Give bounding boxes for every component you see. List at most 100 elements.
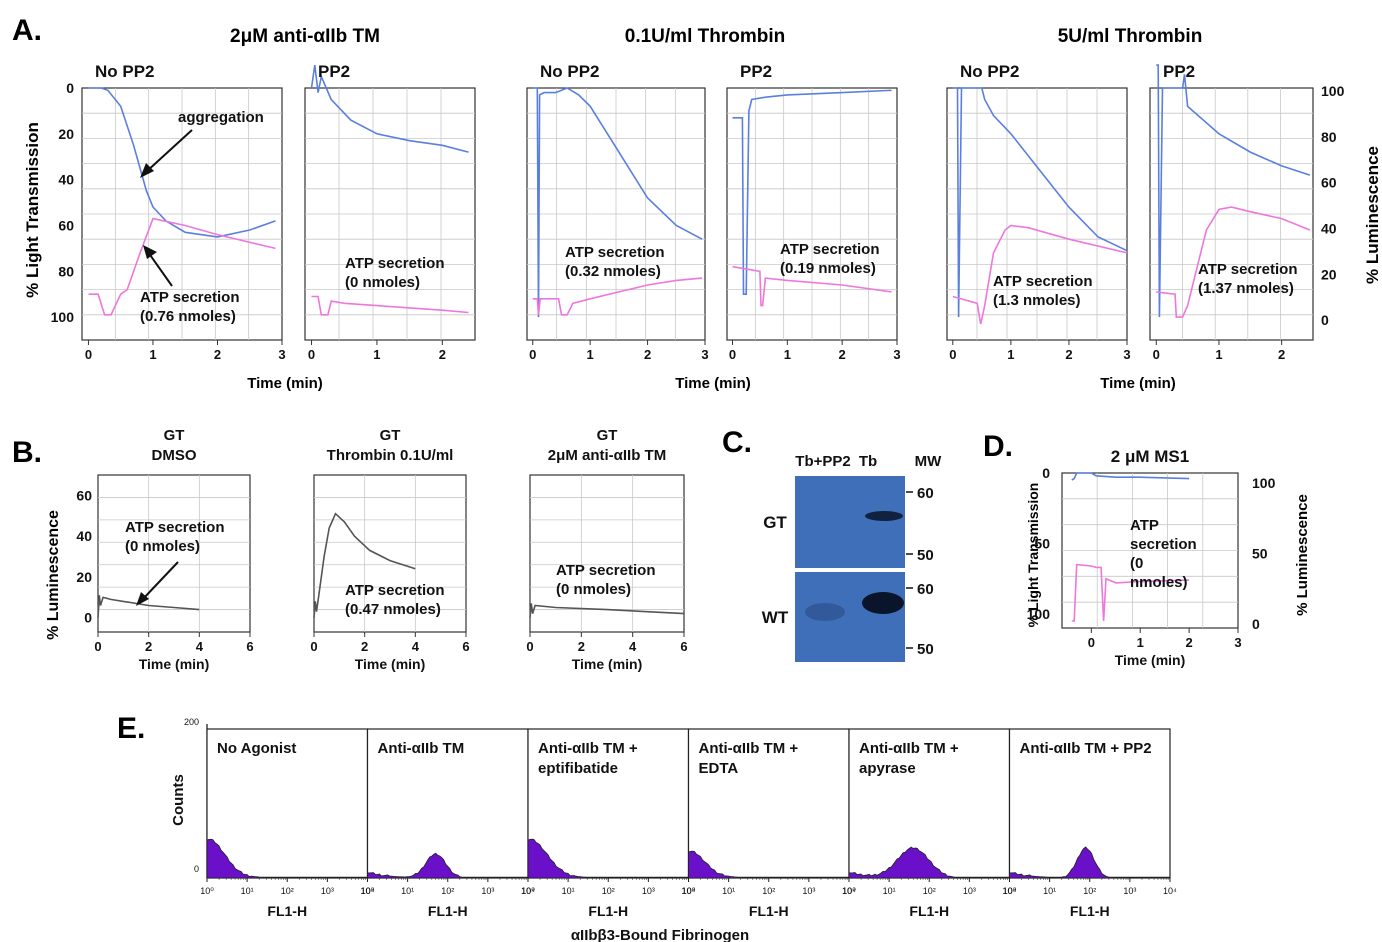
mw-marker-label: 60 bbox=[917, 485, 934, 502]
x-tick-label: 2 bbox=[644, 347, 651, 362]
annotation-text: ATP secretion bbox=[780, 241, 879, 258]
chart-title: PP2 bbox=[318, 62, 350, 81]
band-wt-tbpp2 bbox=[805, 603, 845, 621]
x-tick-label: 3 bbox=[1234, 635, 1241, 650]
blot-row-label: WT bbox=[762, 608, 789, 627]
lane-label-tb-pp2: Tb+PP2 bbox=[795, 453, 850, 470]
x-tick-label: 1 bbox=[1007, 347, 1014, 362]
chart-title: No PP2 bbox=[95, 62, 155, 81]
x-tick-label: 4 bbox=[629, 639, 637, 654]
x-tick-label: 0 bbox=[1153, 347, 1160, 362]
panel-label-b: B. bbox=[12, 436, 42, 469]
annotation-text: (0.32 nmoles) bbox=[565, 263, 661, 280]
y-tick-label: 100 bbox=[51, 309, 75, 325]
x-tick-label: 10³ bbox=[963, 886, 976, 896]
histogram-x-label: FL1-H bbox=[749, 903, 789, 919]
x-tick-label: 4 bbox=[412, 639, 420, 654]
chart-title: 2μM anti-αIIb TM bbox=[548, 447, 666, 464]
annotation-text: secretion bbox=[1130, 536, 1197, 553]
x-tick-label: 4 bbox=[196, 639, 204, 654]
x-tick-label: 0 bbox=[949, 347, 956, 362]
histogram-title: No Agonist bbox=[217, 740, 296, 757]
flow-histograms: Counts 200 0 No Agonist 10⁰ 10¹ 10² 10³ 10⁴ FL1-H… bbox=[170, 717, 1177, 942]
y2-tick-label: 60 bbox=[1321, 175, 1337, 191]
mw-marker-label: 60 bbox=[917, 581, 934, 598]
arrow-atp bbox=[147, 251, 173, 287]
x-tick-label: 2 bbox=[1065, 347, 1072, 362]
x-tick-label: 2 bbox=[839, 347, 846, 362]
panel-label-c: C. bbox=[722, 426, 752, 459]
series-line-0 bbox=[1071, 472, 1190, 481]
series-line-1 bbox=[88, 217, 276, 316]
x-tick-label: 10⁰ bbox=[521, 886, 535, 896]
x-tick-label: 10⁴ bbox=[682, 886, 696, 896]
x-axis-title: Time (min) bbox=[139, 656, 210, 672]
histogram-area bbox=[527, 838, 689, 879]
x-tick-label: 3 bbox=[893, 347, 900, 362]
histogram-panel-1: Anti-αIIb TM 10⁰ 10¹ 10² 10³ 10⁴ FL1-H bbox=[361, 728, 535, 919]
histogram-title: EDTA bbox=[699, 760, 739, 777]
histogram-title: apyrase bbox=[859, 760, 916, 777]
histogram-panel-2: Anti-αIIb TM + eptifibatide 10⁰ 10¹ 10² 10³ 10… bbox=[521, 728, 696, 919]
y2-tick-label: 80 bbox=[1321, 129, 1337, 145]
annotation-text: (0.19 nmoles) bbox=[780, 260, 876, 277]
a-y2-axis-title: % Luminescence bbox=[1363, 146, 1382, 284]
y2-tick-label: 40 bbox=[1321, 220, 1337, 236]
x-tick-label: 2 bbox=[145, 639, 152, 654]
x-tick-label: 6 bbox=[680, 639, 687, 654]
plot-frame bbox=[97, 474, 251, 633]
annotation-text: ATP secretion bbox=[345, 582, 444, 599]
series-line-1 bbox=[952, 224, 1128, 325]
e-y-axis-title: Counts bbox=[170, 774, 187, 826]
chart-title: DMSO bbox=[152, 447, 197, 464]
x-tick-label: 0 bbox=[526, 639, 533, 654]
x-axis-title: Time (min) bbox=[1115, 652, 1186, 668]
annotation-text: ATP bbox=[1130, 517, 1159, 534]
series-line-1 bbox=[1071, 563, 1190, 622]
x-tick-label: 10⁰ bbox=[1003, 886, 1017, 896]
histogram-panel-0: No Agonist 10⁰ 10¹ 10² 10³ 10⁴ FL1-H bbox=[200, 728, 375, 919]
annotation-text: ATP secretion bbox=[556, 562, 655, 579]
histogram-panel-3: Anti-αIIb TM + EDTA 10⁰ 10¹ 10² 10³ 10⁴ FL1-H bbox=[682, 728, 856, 919]
y2-tick-label: 100 bbox=[1252, 475, 1276, 491]
y2-tick-label: 100 bbox=[1321, 83, 1345, 99]
x-tick-label: 2 bbox=[361, 639, 368, 654]
x-tick-label: 2 bbox=[1278, 347, 1285, 362]
x-tick-label: 10¹ bbox=[562, 886, 575, 896]
histogram-title: Anti-αIIb TM + bbox=[859, 740, 959, 757]
b-y-axis-title: % Luminescence bbox=[45, 510, 62, 640]
aggregation-label: aggregation bbox=[178, 109, 264, 126]
series-line-1 bbox=[732, 265, 892, 307]
chart-title: No PP2 bbox=[540, 62, 600, 81]
annotation-text: ATP secretion bbox=[345, 255, 444, 272]
charts-layer: 0 1 2 3 No PP2 ATP secretion (0.76 nmoles) 0 1 2 P… bbox=[51, 62, 1345, 672]
histogram-frame bbox=[687, 728, 850, 879]
x-tick-label: 6 bbox=[462, 639, 469, 654]
x-tick-label: 3 bbox=[1123, 347, 1130, 362]
arrow-aggregation bbox=[145, 129, 193, 173]
group-title-anti-aiib: 2μM anti-αIIb TM bbox=[230, 26, 380, 47]
x-tick-label: 10⁰ bbox=[200, 886, 214, 896]
histogram-x-label: FL1-H bbox=[909, 903, 949, 919]
x-tick-label: 10² bbox=[1083, 886, 1096, 896]
a-y-axis-title: % Light Transmission bbox=[23, 122, 42, 298]
annotation-text: (1.37 nmoles) bbox=[1198, 280, 1294, 297]
chart-b3: 0 2 4 6 Time (min) GT 2μM anti-αIIb TM ATP secr… bbox=[526, 427, 687, 672]
lane-label-tb: Tb bbox=[859, 453, 877, 470]
x-tick-label: 10³ bbox=[642, 886, 655, 896]
chart-title: PP2 bbox=[1163, 62, 1195, 81]
chart-a5: 0 1 2 3 No PP2 ATP secretion (1.3 nmoles) bbox=[946, 62, 1131, 362]
x-tick-label: 3 bbox=[278, 347, 285, 362]
y-tick-label: 80 bbox=[58, 263, 74, 279]
y2-tick-label: 50 bbox=[1252, 545, 1268, 561]
y2-tick-label: 20 bbox=[1321, 266, 1337, 282]
plot-frame bbox=[313, 474, 467, 633]
series-line-0 bbox=[313, 512, 416, 618]
annotation-text: (0 bbox=[1130, 555, 1143, 572]
western-blot: Tb+PP2 Tb MW GT 60 50 WT 60 50 bbox=[762, 453, 942, 662]
panel-label-a: A. bbox=[12, 14, 42, 47]
band-gt-tb bbox=[865, 511, 903, 521]
x-tick-label: 2 bbox=[439, 347, 446, 362]
histogram-area bbox=[367, 852, 529, 879]
plot-frame bbox=[529, 474, 685, 633]
